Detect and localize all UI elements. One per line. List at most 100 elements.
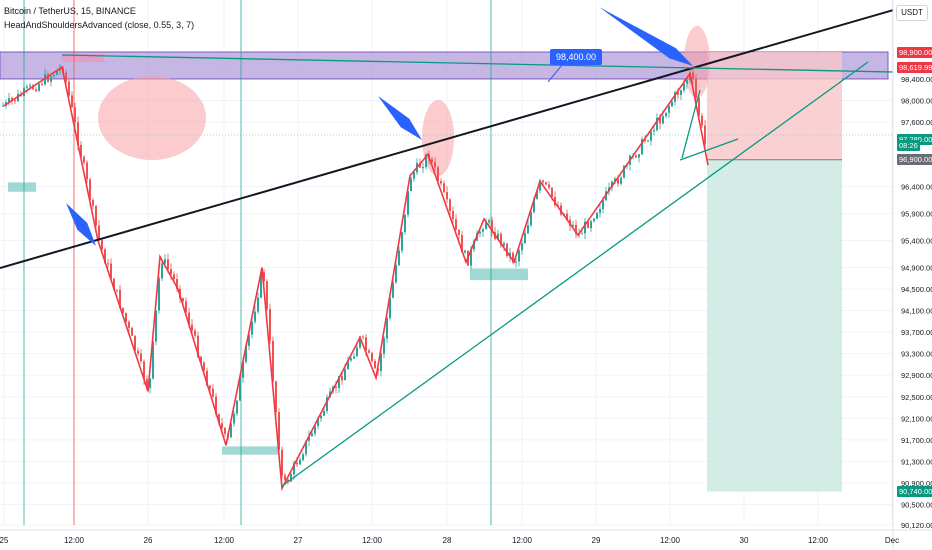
candle-body (665, 112, 667, 117)
price-tick-label: 94,900.00 (901, 263, 932, 272)
candle-body (305, 440, 307, 455)
candle-body (422, 167, 424, 169)
resistance-trendline (0, 8, 898, 269)
candle-body (434, 161, 436, 168)
candle-body (155, 310, 157, 342)
candle-body (587, 221, 589, 228)
axis-price-label: 97,280.00 (897, 133, 932, 145)
price-tick-label: 95,400.00 (901, 237, 932, 246)
price-tick-label: 90,120.00 (901, 521, 932, 530)
candle-body (668, 106, 670, 113)
candle-body (80, 144, 82, 157)
candle-body (620, 177, 622, 184)
candle-body (599, 209, 601, 213)
currency-button[interactable]: USDT (896, 5, 928, 21)
candle-body (407, 191, 409, 215)
candle-body (413, 172, 415, 179)
candle-body (593, 218, 595, 222)
price-axis[interactable]: 98,400.00 98,000.00 97,600.00 96,400.00 95,9… (892, 0, 932, 550)
candle-body (221, 423, 223, 429)
candle-body (71, 95, 73, 108)
candle-body (656, 117, 658, 131)
candle-body (539, 180, 541, 191)
indicator-title[interactable]: HeadAndShouldersAdvanced (close, 0.55, 3… (4, 20, 195, 30)
candle-body (104, 249, 106, 264)
candle-body (341, 376, 343, 381)
candle-body (356, 347, 358, 357)
candle-body (170, 269, 172, 275)
candle-body (17, 93, 19, 102)
candle-body (299, 459, 301, 465)
price-tick-label: 93,700.00 (901, 328, 932, 337)
axis-price-label: 08:26 (897, 140, 920, 152)
candle-body (311, 433, 313, 437)
candle-body (14, 100, 16, 102)
time-tick-label: Dec (885, 536, 899, 545)
candle-body (581, 233, 583, 235)
symbol-title[interactable]: Bitcoin / TetherUS, 15, BINANCE (4, 6, 136, 16)
candle-body (440, 180, 442, 184)
candle-body (56, 70, 58, 75)
candle-body (653, 130, 655, 132)
candle-body (509, 252, 511, 257)
candle-body (344, 369, 346, 381)
candle-body (269, 308, 271, 341)
candle-body (479, 231, 481, 234)
candle-body (308, 436, 310, 441)
candle-body (293, 462, 295, 475)
candle-body (125, 312, 127, 322)
candle-body (635, 155, 637, 158)
candle-body (524, 233, 526, 244)
candle-body (176, 279, 178, 289)
candle-body (647, 140, 649, 142)
time-tick-label: 25 (0, 536, 9, 545)
candle-body (266, 281, 268, 309)
candle-body (443, 183, 445, 192)
candle-body (566, 213, 568, 220)
candle-body (425, 154, 427, 168)
candle-body (614, 178, 616, 182)
candle-body (458, 229, 460, 236)
blue-arrow (66, 203, 96, 246)
candle-body (410, 178, 412, 192)
candle-body (674, 92, 676, 102)
time-tick-label: 12:00 (64, 536, 85, 545)
candle-body (374, 361, 376, 369)
candle-body (659, 117, 661, 124)
candle-body (386, 318, 388, 339)
candle-body (575, 224, 577, 234)
candle-body (554, 197, 556, 206)
candle-body (572, 224, 574, 226)
candle-body (230, 423, 232, 438)
candle-body (470, 249, 472, 266)
axis-price-label: 98,900.00 (897, 46, 932, 58)
candle-body (83, 156, 85, 163)
price-tick-label: 98,000.00 (901, 96, 932, 105)
candle-body (143, 361, 145, 380)
candle-body (548, 184, 550, 188)
axis-price-label: 90,740.00 (897, 486, 932, 498)
candle-body (95, 205, 97, 226)
candle-body (419, 162, 421, 168)
candle-body (11, 98, 13, 101)
candle-body (461, 235, 463, 253)
candle-body (389, 297, 391, 319)
session-lines (23, 0, 492, 525)
candle-body (371, 352, 373, 362)
candle-body (101, 240, 103, 250)
axis-price-label: 96,900.00 (897, 154, 932, 166)
candle-body (260, 272, 262, 298)
candle-body (158, 278, 160, 311)
candle-body (275, 381, 277, 413)
candle-body (206, 370, 208, 386)
time-axis[interactable]: 25 12:00 26 12:00 27 12:00 28 12:00 29 12:00 30 12:… (0, 529, 932, 545)
candle-body (323, 411, 325, 416)
candle-body (512, 252, 514, 263)
candle-body (26, 86, 28, 88)
candle-body (644, 139, 646, 141)
candle-body (695, 78, 697, 98)
candle-body (224, 428, 226, 434)
candle-body (209, 385, 211, 389)
candle-body (77, 122, 79, 145)
